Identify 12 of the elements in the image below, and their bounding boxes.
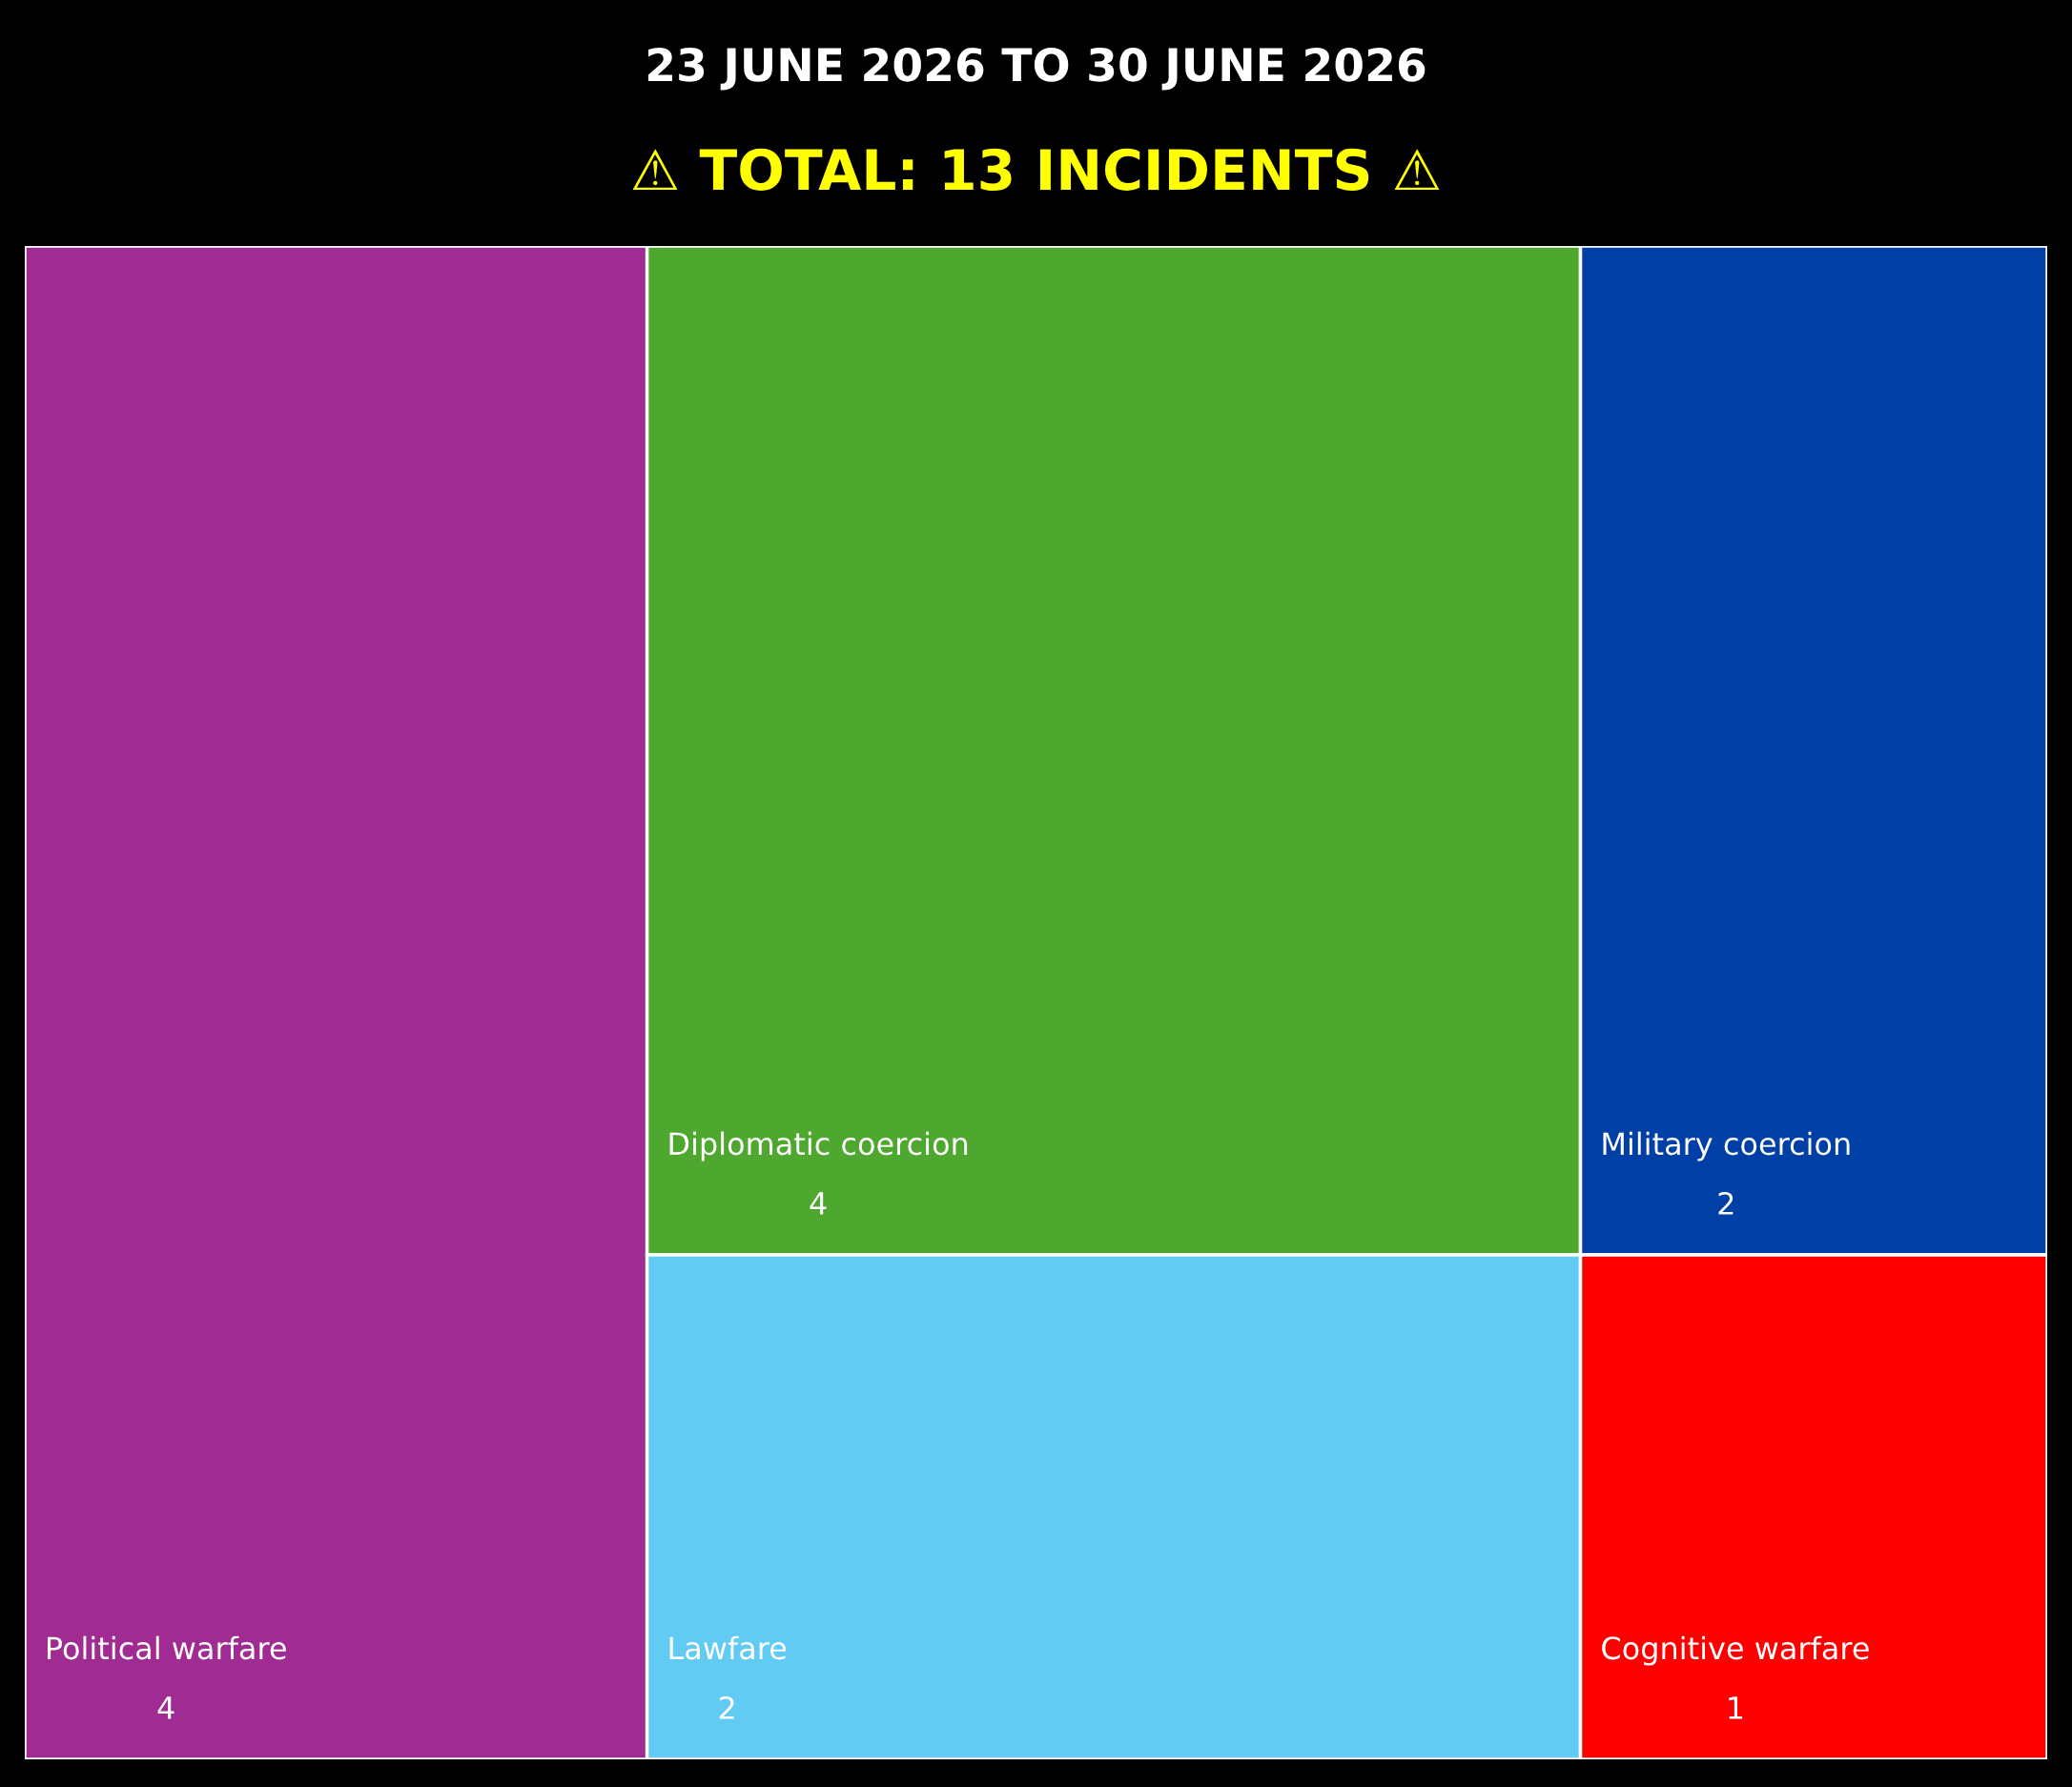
data-label: 2: [1718, 1191, 1734, 1215]
text: ⚠ TOTAL: 13 INCIDENTS ⚠: [632, 148, 1440, 191]
category-label: Political warfare: [47, 1635, 286, 1660]
category-label: Cognitive warfare: [1602, 1635, 1869, 1666]
data-label: 4: [157, 1696, 174, 1719]
category-label: Military coercion: [1603, 1131, 1850, 1161]
text: 23 JUNE 2026 TO 30 JUNE 2026: [647, 47, 1426, 91]
data-label: 2: [719, 1695, 734, 1719]
data-label: 4: [810, 1192, 827, 1215]
category-label: Lawfare: [669, 1635, 787, 1660]
category-label: Diplomatic coercion: [669, 1131, 968, 1161]
data-label: 1: [1729, 1696, 1743, 1719]
